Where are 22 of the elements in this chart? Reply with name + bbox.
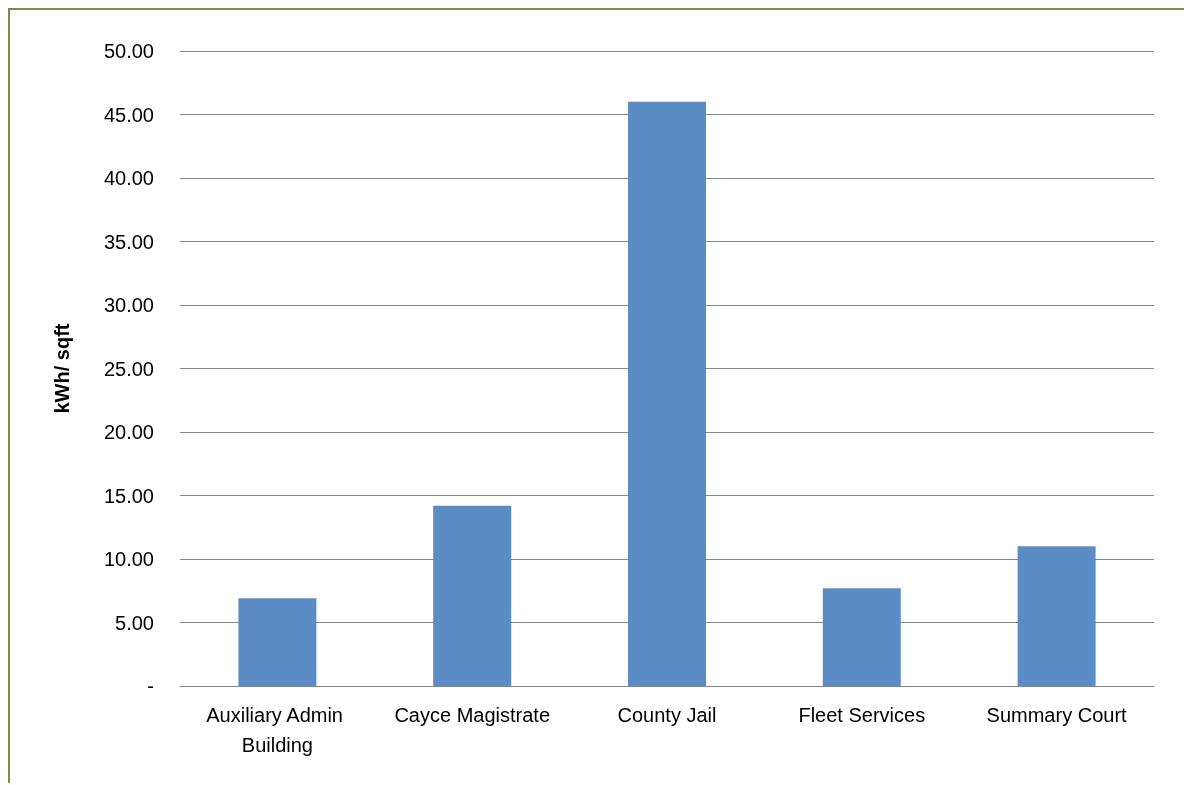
y-tick-label: 20.00	[103, 421, 154, 443]
y-tick-label: -	[147, 675, 154, 697]
y-axis-title: kWh/ sqft	[51, 323, 73, 414]
y-tick-label: 35.00	[103, 230, 154, 253]
bar	[433, 505, 512, 686]
x-tick-label: Cayce Magistrate	[394, 704, 551, 726]
bar	[822, 588, 901, 686]
x-tick-label: Fleet Services	[798, 704, 926, 726]
x-tick-label: County Jail	[617, 704, 717, 726]
bar	[238, 598, 317, 686]
x-tick-label: Summary Court	[986, 704, 1128, 726]
y-tick-label: 15.00	[103, 484, 154, 507]
bar	[1017, 546, 1096, 686]
y-tick-label: 50.00	[103, 40, 154, 62]
y-tick-label: 25.00	[103, 357, 154, 380]
y-tick-label: 10.00	[103, 548, 154, 570]
y-tick-label: 45.00	[103, 103, 154, 126]
y-tick-label: 5.00	[115, 611, 154, 634]
y-tick-label: 30.00	[103, 294, 154, 316]
x-tick-label: Auxiliary Admin Building	[206, 704, 349, 756]
bar	[628, 101, 706, 686]
y-tick-label: 40.00	[103, 167, 154, 189]
